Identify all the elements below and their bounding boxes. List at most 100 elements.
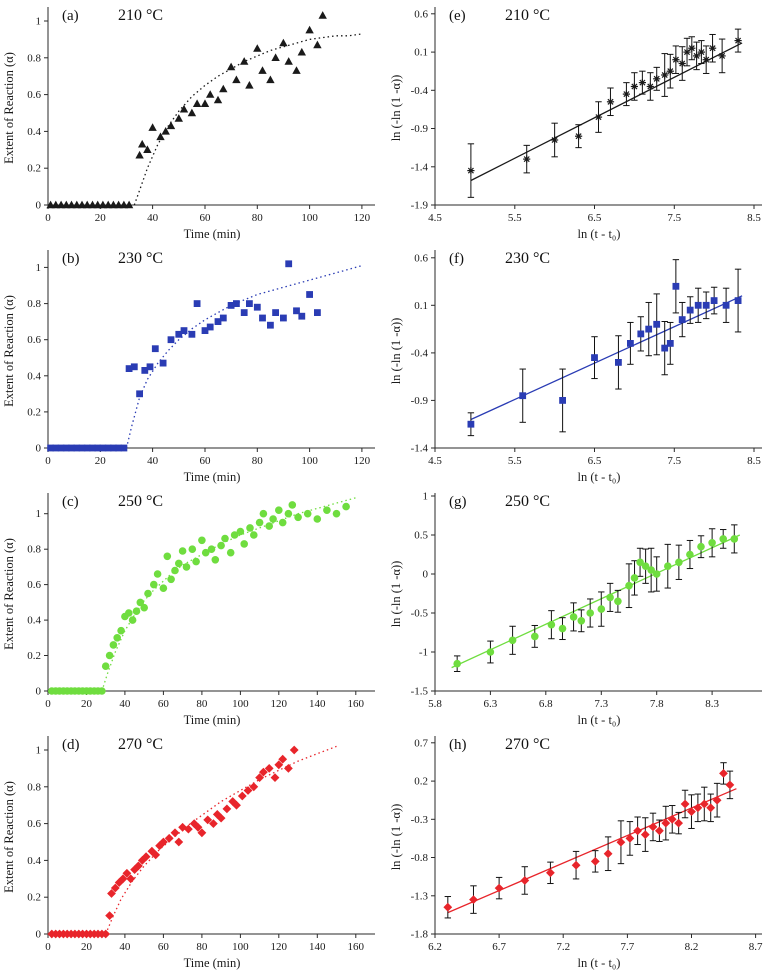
svg-text:80: 80 — [252, 455, 264, 467]
svg-text:0.5: 0.5 — [414, 530, 428, 542]
svg-text:0: 0 — [45, 212, 51, 224]
svg-text:160: 160 — [348, 698, 365, 710]
svg-text:-0.5: -0.5 — [411, 608, 429, 620]
svg-text:-1.5: -1.5 — [411, 686, 429, 698]
svg-text:0.6: 0.6 — [414, 252, 428, 264]
svg-text:6.7: 6.7 — [492, 941, 506, 953]
svg-text:20: 20 — [81, 698, 93, 710]
svg-text:0.2: 0.2 — [27, 650, 41, 662]
svg-text:100: 100 — [301, 455, 318, 467]
svg-text:0: 0 — [423, 569, 429, 581]
svg-text:-0.9: -0.9 — [411, 123, 429, 135]
svg-text:0: 0 — [45, 698, 51, 710]
svg-text:0: 0 — [36, 443, 42, 455]
panel-g-chart: 5.8 6.3 6.8 7.3 7.8 8.3 1 0.5 0 -0.5 -1 -1.5 ln (t -… — [389, 491, 762, 727]
svg-text:0.2: 0.2 — [27, 892, 41, 904]
panel-d-chart: 0 20 40 60 80 100 120 140 160 0 0.2 0.4 0.6 0.8 1 Time … — [2, 736, 375, 970]
svg-text:60: 60 — [200, 212, 212, 224]
svg-text:-1: -1 — [419, 647, 428, 659]
svg-text:0.6: 0.6 — [27, 818, 41, 830]
svg-text:40: 40 — [119, 941, 131, 953]
svg-text:140: 140 — [309, 698, 326, 710]
panel-a-label: (a) — [62, 8, 79, 24]
panel-e-label: (e) — [449, 8, 466, 24]
svg-text:7.3: 7.3 — [594, 698, 608, 710]
svg-text:8.3: 8.3 — [705, 698, 719, 710]
svg-text:100: 100 — [232, 698, 249, 710]
svg-text:7.5: 7.5 — [667, 455, 681, 467]
svg-text:140: 140 — [309, 941, 326, 953]
svg-text:0.7: 0.7 — [414, 737, 428, 749]
svg-text:0.2: 0.2 — [414, 776, 428, 788]
svg-text:ln (t - t₀): ln (t - t₀) — [578, 470, 621, 484]
svg-text:6.5: 6.5 — [588, 455, 602, 467]
svg-text:5.5: 5.5 — [508, 455, 522, 467]
svg-text:-0.9: -0.9 — [411, 395, 429, 407]
panel-g-label: (g) — [449, 494, 467, 510]
svg-text:7.2: 7.2 — [556, 941, 570, 953]
svg-text:120: 120 — [271, 941, 288, 953]
svg-text:60: 60 — [200, 455, 212, 467]
svg-text:120: 120 — [354, 212, 371, 224]
svg-text:7.5: 7.5 — [667, 212, 681, 224]
svg-text:40: 40 — [147, 212, 159, 224]
svg-text:ln (t - t₀): ln (t - t₀) — [578, 713, 621, 727]
svg-text:1: 1 — [423, 491, 429, 503]
svg-text:1: 1 — [36, 745, 42, 757]
svg-text:1: 1 — [36, 16, 42, 28]
svg-text:0.2: 0.2 — [27, 163, 41, 175]
panel-b-chart: 0 20 40 60 80 100 120 0 0.2 0.4 0.6 0.8 1 Time (min) E… — [2, 250, 375, 484]
panel-b-title: 230 °C — [118, 250, 164, 267]
svg-text:100: 100 — [232, 941, 249, 953]
svg-text:ln (-ln (1 -α)): ln (-ln (1 -α)) — [389, 75, 403, 142]
panel-e-title: 210 °C — [505, 7, 551, 24]
panel-a: (a) 210 °C 0 20 40 60 80 100 120 0 0.2 0.4 0.6 0.8 1… — [0, 0, 387, 243]
svg-text:0.4: 0.4 — [27, 855, 41, 867]
svg-text:0.6: 0.6 — [414, 8, 428, 20]
svg-text:-1.4: -1.4 — [411, 161, 429, 173]
svg-text:20: 20 — [95, 455, 107, 467]
svg-text:0.4: 0.4 — [27, 615, 41, 627]
svg-text:0.1: 0.1 — [414, 47, 428, 59]
svg-text:Time (min): Time (min) — [184, 227, 241, 241]
panel-g: (g) 250 °C 5.8 6.3 6.8 7.3 7.8 8.3 1 0.5 0 -0.5 -1… — [387, 486, 774, 729]
svg-text:-1.8: -1.8 — [411, 929, 429, 941]
svg-text:7.7: 7.7 — [621, 941, 635, 953]
svg-text:8.7: 8.7 — [749, 941, 763, 953]
svg-text:6.5: 6.5 — [588, 212, 602, 224]
svg-text:0: 0 — [36, 686, 42, 698]
panel-d-label: (d) — [62, 737, 80, 753]
panel-d: (d) 270 °C 0 20 40 60 80 100 120 140 160 0 0.2 0.4 0… — [0, 729, 387, 972]
svg-text:1: 1 — [36, 508, 42, 520]
svg-text:0.8: 0.8 — [27, 52, 41, 64]
svg-text:40: 40 — [119, 698, 131, 710]
panel-a-title: 210 °C — [118, 7, 164, 24]
svg-text:-1.3: -1.3 — [411, 890, 429, 902]
svg-text:Time (min): Time (min) — [184, 713, 241, 727]
svg-text:160: 160 — [348, 941, 365, 953]
svg-text:20: 20 — [95, 212, 107, 224]
svg-text:120: 120 — [271, 698, 288, 710]
panel-e-chart: 4.5 5.5 6.5 7.5 8.5 0.6 0.1 -0.4 -0.9 -1.4 -1.9 ln … — [389, 7, 762, 241]
svg-text:0.8: 0.8 — [27, 298, 41, 310]
svg-text:4.5: 4.5 — [428, 212, 442, 224]
svg-text:20: 20 — [81, 941, 93, 953]
svg-text:4.5: 4.5 — [428, 455, 442, 467]
svg-text:Extent of Reaction (α): Extent of Reaction (α) — [2, 538, 16, 650]
svg-text:0: 0 — [45, 455, 51, 467]
svg-text:1: 1 — [36, 262, 42, 274]
svg-text:8.5: 8.5 — [747, 212, 761, 224]
svg-text:0.8: 0.8 — [27, 544, 41, 556]
panel-h-label: (h) — [449, 737, 467, 753]
svg-text:6.2: 6.2 — [428, 941, 442, 953]
panel-c-chart: 0 20 40 60 80 100 120 140 160 0 0.2 0.4 0.6 0.8 1 Time … — [2, 493, 375, 727]
svg-text:5.8: 5.8 — [428, 698, 442, 710]
svg-text:0.1: 0.1 — [414, 300, 428, 312]
svg-text:5.5: 5.5 — [508, 212, 522, 224]
svg-text:ln (-ln (1 -α)): ln (-ln (1 -α)) — [389, 804, 403, 871]
svg-text:Extent of Reaction (α): Extent of Reaction (α) — [2, 52, 16, 164]
svg-text:-0.4: -0.4 — [411, 85, 429, 97]
panel-h: (h) 270 °C 6.2 6.7 7.2 7.7 8.2 8.7 0.7 0.2 -0.3 -… — [387, 729, 774, 972]
svg-text:0.6: 0.6 — [27, 334, 41, 346]
